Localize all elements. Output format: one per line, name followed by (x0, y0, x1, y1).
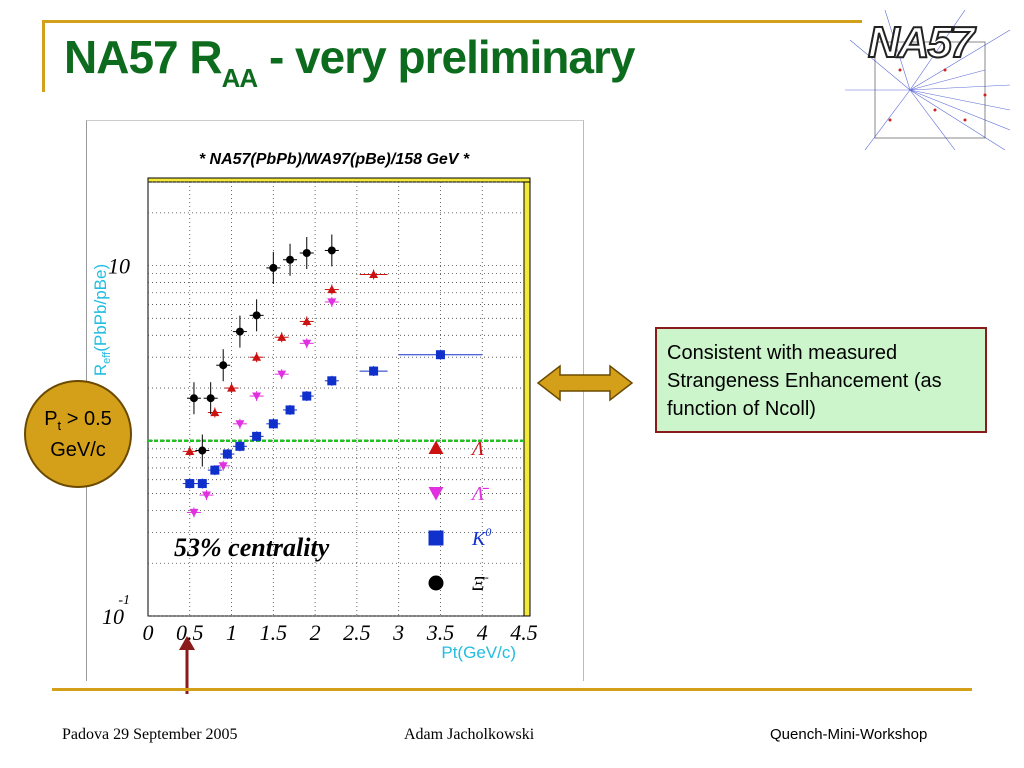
badge-line2: GeV/c (50, 438, 106, 461)
data-point (227, 383, 237, 392)
plot-top-band (147, 177, 531, 183)
legend-marker (428, 487, 444, 501)
data-point (218, 462, 228, 471)
data-point (277, 332, 287, 341)
x-tick-label: 2.5 (343, 620, 371, 645)
data-point (277, 370, 287, 379)
up-arrow-icon (179, 636, 195, 694)
y-tick-label-0p1-base: 10 (102, 604, 124, 629)
data-point (286, 255, 295, 264)
data-point (327, 298, 337, 307)
na57-logo-icon (845, 10, 1011, 150)
data-point (235, 441, 245, 451)
pt-cut-badge: Pt > 0.5 GeV/c (24, 380, 132, 488)
double-arrow-icon (536, 364, 634, 402)
chart-title: * NA57(PbPb)/WA97(pBe)/158 GeV * (199, 151, 470, 168)
data-point (369, 269, 379, 279)
data-point (327, 246, 336, 255)
legend-marker (428, 440, 444, 454)
data-point (369, 366, 379, 376)
data-point (189, 508, 199, 517)
data-point (219, 361, 228, 370)
data-point (189, 394, 198, 403)
data-point (268, 419, 278, 429)
title-subscript: AA (221, 63, 259, 93)
x-tick-label: 3.5 (426, 620, 455, 645)
x-tick-label: 0 (143, 620, 154, 645)
title-main: NA57 R (64, 31, 223, 83)
centrality-annotation: 53% centrality (174, 533, 330, 562)
data-point (285, 405, 295, 415)
data-point (302, 391, 312, 401)
y-tick-label-10: 10 (108, 254, 130, 279)
data-point (302, 316, 312, 326)
data-point (197, 479, 207, 489)
x-tick-label: 0.5 (176, 620, 204, 645)
plot-side-band (523, 177, 531, 617)
legend-label: K0 (471, 525, 491, 550)
data-point (327, 285, 337, 294)
legend-marker (428, 575, 444, 591)
legend-marker (428, 530, 444, 546)
data-point (185, 446, 195, 455)
footer-rule (52, 688, 972, 691)
data-point (252, 311, 261, 320)
data-point (198, 446, 207, 455)
data-point (235, 420, 245, 429)
slide-title: NA57 RAA - very preliminary (64, 30, 636, 94)
footer-author: Adam Jacholkowski (404, 726, 535, 743)
data-point (252, 392, 262, 401)
data-point (269, 263, 278, 272)
data-point (206, 394, 215, 403)
title-side-rule (42, 20, 45, 92)
data-point (222, 449, 232, 459)
x-tick-label: 4.5 (510, 620, 538, 645)
logo-text: NA57 (867, 17, 975, 68)
legend-label: Ξ- (472, 570, 489, 595)
title-rest: - very preliminary (257, 31, 636, 83)
data-point (435, 350, 445, 360)
y-axis-label: Reff(PbPb/pBe) (91, 264, 113, 376)
data-point (302, 248, 311, 257)
badge-line1: Pt > 0.5 (44, 407, 112, 433)
data-point (235, 327, 244, 336)
footer-event: Quench-Mini-Workshop (770, 726, 928, 743)
data-point (252, 352, 262, 361)
title-top-rule (42, 20, 862, 23)
data-point (201, 491, 211, 500)
data-point (302, 339, 312, 348)
x-tick-label: 4 (477, 620, 488, 645)
data-point (252, 431, 262, 441)
data-point (185, 479, 195, 489)
x-tick-label: 1 (226, 620, 237, 645)
callout-box: Consistent with measured Strangeness Enh… (655, 327, 987, 433)
y-tick-label-0p1-exp: -1 (118, 593, 130, 608)
data-point (210, 465, 220, 475)
x-tick-label: 3 (392, 620, 404, 645)
data-point (210, 408, 220, 417)
legend-label: Λ (470, 438, 484, 460)
data-point (327, 376, 337, 386)
footer-date: Padova 29 September 2005 (62, 726, 238, 743)
x-tick-label: 2 (310, 620, 321, 645)
x-tick-label: 1.5 (260, 620, 288, 645)
x-axis-label: Pt(GeV/c) (441, 643, 516, 662)
